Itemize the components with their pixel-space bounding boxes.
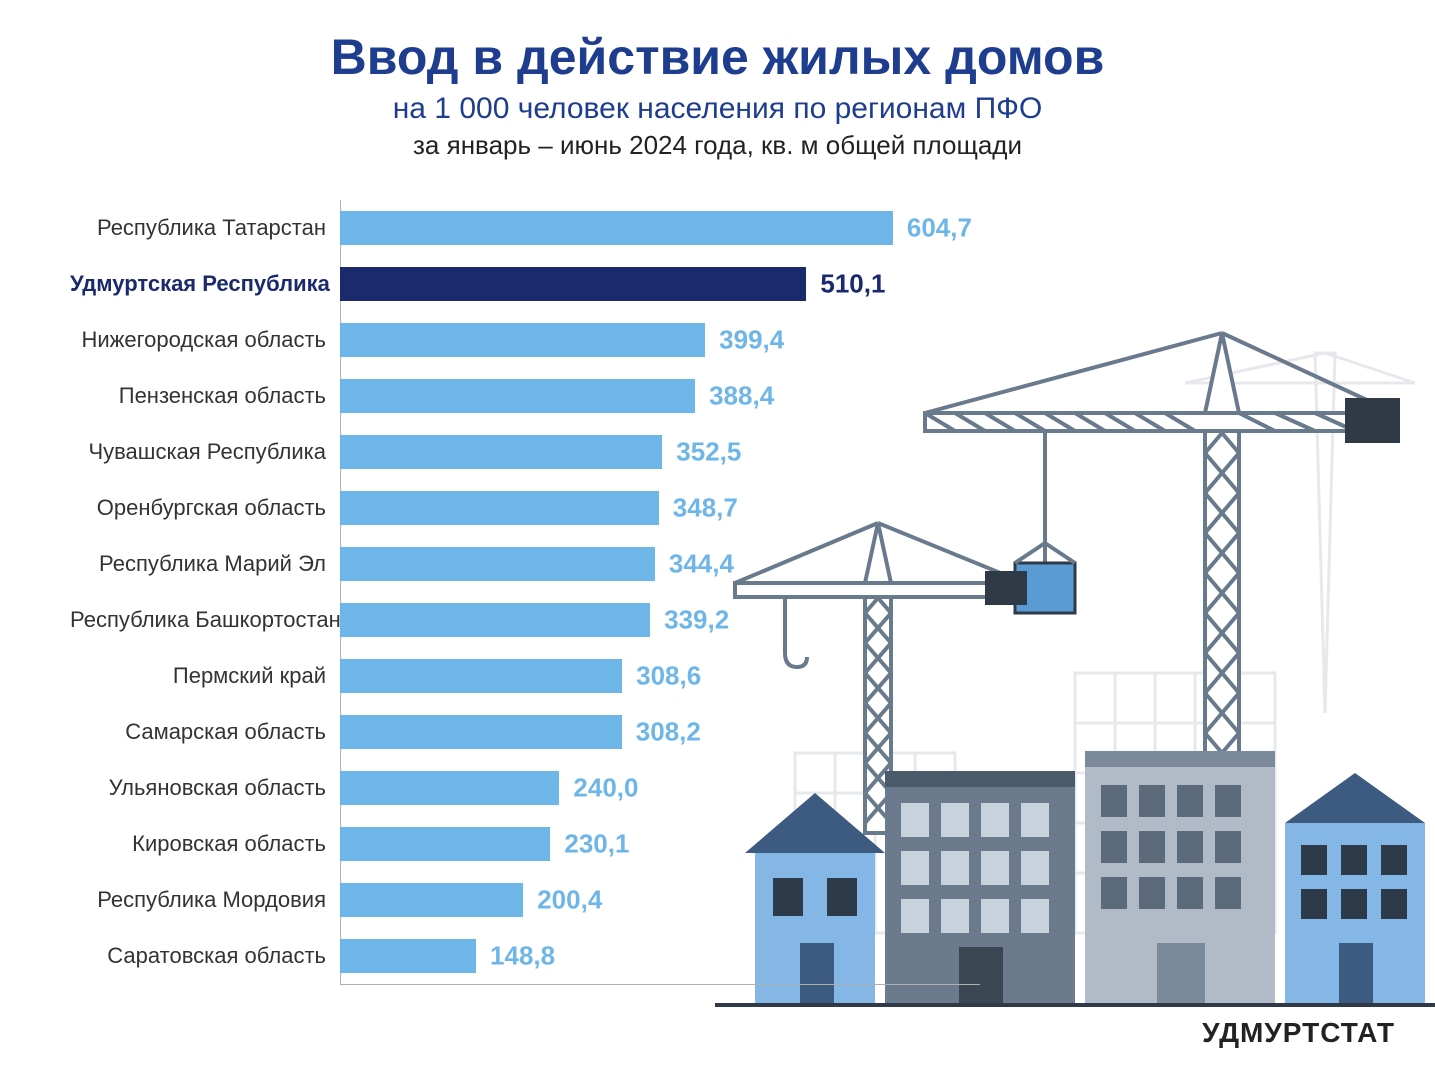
footer-brand: УДМУРТСТАТ [1202, 1017, 1395, 1049]
region-label: Республика Мордовия [70, 887, 340, 913]
bar [340, 939, 476, 973]
bar [340, 435, 662, 469]
bar [340, 547, 655, 581]
region-label: Пензенская область [70, 383, 340, 409]
chart-row: Пензенская область 388,4 [70, 368, 980, 424]
value-label: 344,4 [669, 549, 734, 580]
region-label: Пермский край [70, 663, 340, 689]
value-label: 308,6 [636, 661, 701, 692]
chart-row: Республика Татарстан 604,7 [70, 200, 980, 256]
chart-row: Чувашская Республика 352,5 [70, 424, 980, 480]
region-label: Чувашская Республика [70, 439, 340, 465]
header: Ввод в действие жилых домов на 1 000 чел… [0, 0, 1435, 161]
value-label: 240,0 [573, 773, 638, 804]
value-label: 200,4 [537, 885, 602, 916]
value-label: 510,1 [820, 269, 885, 300]
chart-row: Саратовская область 148,8 [70, 928, 980, 984]
bar [340, 267, 806, 301]
region-label: Самарская область [70, 719, 340, 745]
bar [340, 883, 523, 917]
value-label: 339,2 [664, 605, 729, 636]
bar [340, 603, 650, 637]
region-label: Республика Башкортостан [70, 607, 340, 633]
chart-row: Ульяновская область 240,0 [70, 760, 980, 816]
region-label: Кировская область [70, 831, 340, 857]
bar-chart: Республика Татарстан 604,7 Удмуртская Респ… [70, 200, 980, 984]
region-label: Республика Татарстан [70, 215, 340, 241]
value-label: 604,7 [907, 213, 972, 244]
bar [340, 659, 622, 693]
value-label: 352,5 [676, 437, 741, 468]
chart-row: Республика Башкортостан 339,2 [70, 592, 980, 648]
region-label: Ульяновская область [70, 775, 340, 801]
page-title: Ввод в действие жилых домов [0, 28, 1435, 86]
chart-row: Республика Марий Эл 344,4 [70, 536, 980, 592]
chart-row: Пермский край 308,6 [70, 648, 980, 704]
value-label: 399,4 [719, 325, 784, 356]
region-label: Оренбургская область [70, 495, 340, 521]
bar [340, 715, 622, 749]
value-label: 388,4 [709, 381, 774, 412]
region-label: Саратовская область [70, 943, 340, 969]
bar [340, 323, 705, 357]
value-label: 230,1 [564, 829, 629, 860]
bar [340, 827, 550, 861]
region-label: Республика Марий Эл [70, 551, 340, 577]
chart-row: Удмуртская Республика 510,1 [70, 256, 980, 312]
chart-row: Самарская область 308,2 [70, 704, 980, 760]
page-period: за январь – июнь 2024 года, кв. м общей … [0, 130, 1435, 161]
bar [340, 771, 559, 805]
value-label: 148,8 [490, 941, 555, 972]
chart-row: Нижегородская область 399,4 [70, 312, 980, 368]
page-subtitle: на 1 000 человек населения по регионам П… [0, 92, 1435, 126]
value-label: 348,7 [673, 493, 738, 524]
region-label: Нижегородская область [70, 327, 340, 353]
chart-row: Республика Мордовия 200,4 [70, 872, 980, 928]
chart-row: Кировская область 230,1 [70, 816, 980, 872]
value-label: 308,2 [636, 717, 701, 748]
bar [340, 491, 659, 525]
chart-row: Оренбургская область 348,7 [70, 480, 980, 536]
bar [340, 211, 893, 245]
bar [340, 379, 695, 413]
region-label: Удмуртская Республика [70, 271, 340, 297]
